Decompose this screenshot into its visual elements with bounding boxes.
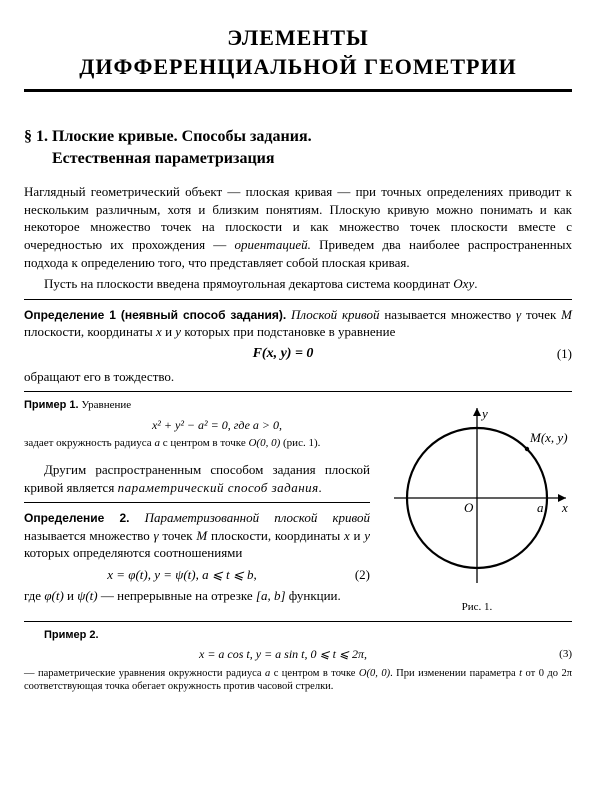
ex1-equation: x² + y² − a² = 0, где a > 0, [64, 417, 370, 433]
eq1-formula: F(x, y) = 0 [253, 346, 314, 361]
chapter-title-line1: ЭЛЕМЕНТЫ [24, 24, 572, 53]
ex1-tail: задает окружность радиуса a с центром в … [24, 436, 370, 451]
ex1-label: Пример 1. [24, 399, 79, 411]
y-axis-label: y [480, 406, 488, 421]
rule-4 [24, 621, 572, 622]
eq3-number: (3) [542, 647, 572, 662]
chapter-title-line2: ДИФФЕРЕНЦИАЛЬНОЙ ГЕОМЕТРИИ [24, 53, 572, 82]
section-heading: § 1. Плоские кривые. Способы задания. Ес… [24, 126, 572, 169]
x-axis-label: x [561, 500, 568, 515]
orientation-term: ориентацией. [235, 237, 311, 252]
example-2-body: — параметрические уравнения окружности р… [24, 667, 572, 694]
circle-diagram: y x O a M(x, y) [382, 398, 572, 593]
parametric-term: параметрический способ задания. [118, 480, 323, 495]
section-label: § 1. [24, 128, 48, 145]
equation-3: x = a cos t, y = a sin t, 0 ⩽ t ⩽ 2π, (3… [24, 646, 572, 662]
section-title-1: Плоские кривые. Способы задания. [52, 128, 312, 145]
def2-term: Параметризованной плоской кривой [145, 510, 370, 525]
definition-2: Определение 2. Параметризованной плоской… [24, 509, 370, 562]
figure-1: y x O a M(x, y) Рис. 1. [382, 398, 572, 614]
def1-term: Плоской кривой [291, 307, 379, 322]
intro-paragraph: Наглядный геометрический объект — плоска… [24, 183, 572, 271]
rule-2 [24, 391, 572, 392]
def1-tail: обращают его в тождество. [24, 368, 572, 386]
chapter-title: ЭЛЕМЕНТЫ ДИФФЕРЕНЦИАЛЬНОЙ ГЕОМЕТРИИ [24, 24, 572, 81]
a-label: a [537, 500, 544, 515]
example-figure-block: Пример 1. Уравнение x² + y² − a² = 0, гд… [24, 398, 572, 614]
rule-1 [24, 299, 572, 300]
coord-paragraph: Пусть на плоскости введена прямоугольная… [24, 275, 572, 293]
eq2-tail: где φ(t) и ψ(t) — непрерывные на отрезке… [24, 587, 370, 605]
section-title-2: Естественная параметризация [24, 150, 275, 167]
rule-3 [24, 502, 370, 503]
example-2-label-row: Пример 2. [24, 628, 572, 643]
ex2-equation: x = a cos t, y = a sin t, 0 ⩽ t ⩽ 2π, [24, 646, 542, 662]
eq2-formula: x = φ(t), y = ψ(t), a ⩽ t ⩽ b, [24, 566, 340, 584]
m-point-label: M(x, y) [529, 430, 568, 445]
parametric-paragraph: Другим распространенным способом задания… [24, 461, 370, 496]
definition-1: Определение 1 (неявный способ задания). … [24, 306, 572, 341]
eq1-number: (1) [542, 345, 572, 363]
equation-2: x = φ(t), y = ψ(t), a ⩽ t ⩽ b, (2) [24, 566, 370, 584]
oxy: Oxy [453, 276, 474, 291]
def2-label: Определение 2. [24, 511, 130, 525]
ex2-label: Пример 2. [44, 629, 99, 641]
eq2-number: (2) [340, 566, 370, 584]
def1-label: Определение 1 (неявный способ задания). [24, 308, 286, 322]
figure-1-caption: Рис. 1. [382, 600, 572, 615]
chapter-rule [24, 89, 572, 92]
example-1: Пример 1. Уравнение [24, 398, 370, 413]
equation-1: F(x, y) = 0 (1) [24, 345, 572, 364]
origin-label: O [464, 500, 474, 515]
